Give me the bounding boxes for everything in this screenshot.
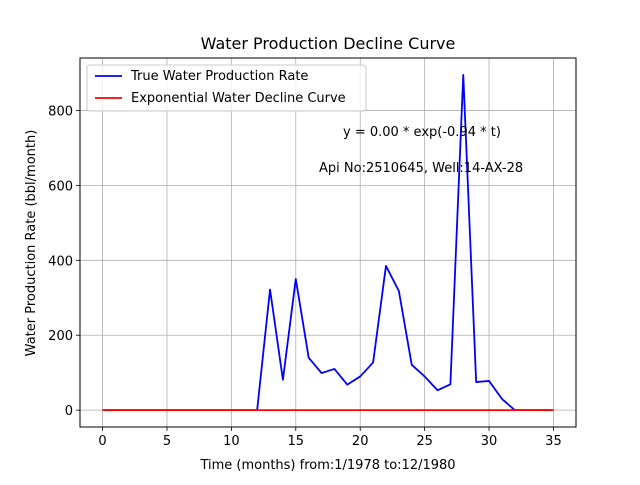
equation-annotation: y = 0.00 * exp(-0.94 * t) xyxy=(343,125,501,140)
y-tick-label: 400 xyxy=(48,254,73,269)
plot-frame xyxy=(79,57,577,428)
legend-box xyxy=(86,64,367,112)
x-tick-label: 5 xyxy=(163,434,171,449)
legend-label-decline-curve: Exponential Water Decline Curve xyxy=(131,91,346,106)
chart-title: Water Production Decline Curve xyxy=(201,34,456,53)
x-tick-label: 30 xyxy=(481,434,498,449)
y-tick-label: 600 xyxy=(48,179,73,194)
y-tick-label: 200 xyxy=(48,329,73,344)
series-layer xyxy=(102,73,554,412)
y-tick-label: 0 xyxy=(65,404,73,419)
x-tick-label: 10 xyxy=(223,434,240,449)
x-tick-label: 0 xyxy=(98,434,106,449)
x-axis-label: Time (months) from:1/1978 to:12/1980 xyxy=(199,458,455,473)
legend: True Water Production Rate Exponential W… xyxy=(86,64,367,112)
x-tick-label: 25 xyxy=(416,434,433,449)
x-tick-label: 15 xyxy=(288,434,305,449)
legend-label-true-rate: True Water Production Rate xyxy=(130,69,308,84)
y-tick-label: 800 xyxy=(48,104,73,119)
y-axis-label: Water Production Rate (bbl/month) xyxy=(24,130,39,357)
well-annotation: Api No:2510645, Well:14-AX-28 xyxy=(319,161,523,176)
ticks: 0 5 10 15 20 25 30 35 0 200 400 600 800 xyxy=(48,104,562,449)
x-tick-label: 20 xyxy=(352,434,369,449)
x-tick-label: 35 xyxy=(545,434,562,449)
